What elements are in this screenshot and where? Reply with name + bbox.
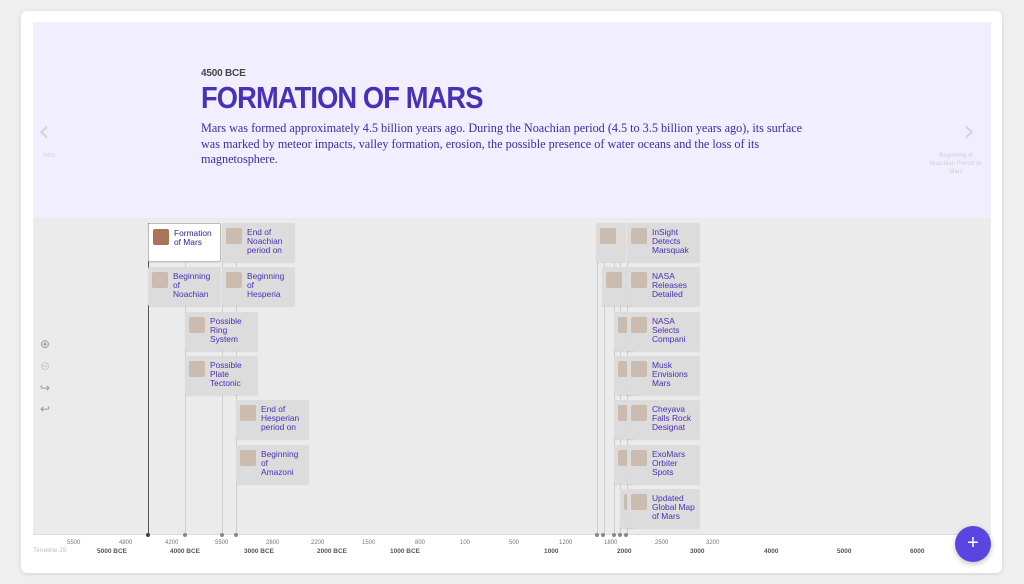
marker-label: InSight Detects Marsquak (652, 227, 689, 255)
mars-thumbnail (631, 405, 647, 421)
add-button[interactable]: + (955, 526, 991, 562)
marker-label: NASA Releases Detailed (652, 271, 687, 299)
marker-nasa-releases[interactable]: NASA Releases Detailed (627, 267, 700, 306)
marker-label: Cheyava Falls Rock Designat (652, 404, 692, 432)
marker-label: Beginning of Noachian (173, 271, 211, 299)
slide-body: Mars was formed approximately 4.5 billio… (201, 121, 803, 166)
tick-minor: 1800 (604, 540, 618, 546)
marker-end-of-hesperian[interactable]: End of Hesperian period on (236, 400, 309, 439)
back-icon[interactable]: ↩ (40, 402, 51, 416)
tick-major: 5000 (837, 548, 852, 555)
tick-minor: 2800 (266, 540, 280, 546)
marker-label: Possible Ring System (210, 316, 242, 344)
mars-thumbnail (631, 494, 647, 510)
tick-major: 3000 (690, 548, 705, 555)
slide-panel (33, 22, 991, 218)
slide-title: FORMATION OF MARS (201, 80, 483, 115)
time-axis (33, 534, 991, 563)
tick-minor: 1500 (362, 540, 376, 546)
tick-minor: 4800 (119, 540, 133, 546)
marker-musk-envisions[interactable]: Musk Envisions Mars (627, 356, 700, 395)
marker-label: NASA Selects Compani (652, 316, 686, 344)
marker-label: Possible Plate Tectonic (210, 360, 242, 388)
tick-major: 6000 (910, 548, 925, 555)
mars-thumbnail (189, 361, 205, 377)
tick-minor: 800 (415, 540, 426, 546)
marker-cheyava-falls[interactable]: Cheyava Falls Rock Designat (627, 400, 700, 439)
tick-major: 3000 BCE (244, 548, 274, 555)
prev-caption[interactable]: Intro (42, 153, 55, 159)
marker-label: End of Noachian period on (247, 227, 283, 255)
marker-possible-plate-tectonics[interactable]: Possible Plate Tectonic (185, 356, 258, 395)
tick-major: 2000 BCE (317, 548, 347, 555)
mars-thumbnail (240, 405, 256, 421)
tick-major: 4000 (764, 548, 779, 555)
tick-major: 5000 BCE (97, 548, 127, 555)
marker-possible-ring-system[interactable]: Possible Ring System (185, 312, 258, 351)
timeline-nav (33, 218, 991, 534)
prev-arrow-icon[interactable]: ‹ (38, 114, 50, 149)
marker-beginning-of-amazonian[interactable]: Beginning of Amazoni (236, 445, 309, 484)
marker-label: Updated Global Map of Mars (652, 493, 695, 521)
tick-minor: 4200 (165, 540, 179, 546)
marker-label: Musk Envisions Mars (652, 360, 688, 388)
mars-thumbnail (152, 272, 168, 288)
marker-beginning-of-noachian[interactable]: Beginning of Noachian (148, 267, 221, 306)
tick-minor: 1200 (559, 540, 573, 546)
marker-label: ExoMars Orbiter Spots (652, 449, 686, 477)
tick-major: 1000 (544, 548, 559, 555)
tick-minor: 5500 (215, 540, 229, 546)
mars-thumbnail (226, 272, 242, 288)
zoom-in-icon[interactable]: ⊕ (40, 337, 51, 351)
mars-thumbnail (631, 361, 647, 377)
tick-minor: 3200 (706, 540, 720, 546)
marker-formation-of-mars[interactable]: Formation of Mars (148, 223, 221, 262)
marker-updated-global-map[interactable]: Updated Global Map of Mars (627, 489, 700, 528)
mars-thumbnail (226, 228, 242, 244)
next-caption[interactable]: Beginning of Noachian Period on Mars (929, 153, 983, 175)
marker-beginning-of-hesperian[interactable]: Beginning of Hesperia (222, 267, 295, 306)
mars-thumbnail (189, 317, 205, 333)
marker-label: Beginning of Hesperia (247, 271, 285, 299)
mars-thumbnail (240, 450, 256, 466)
slide-date: 4500 BCE (201, 68, 246, 79)
tick-minor: 2200 (311, 540, 325, 546)
marker-nasa-selects[interactable]: NASA Selects Compani (627, 312, 700, 351)
marker-exomars-orbiter[interactable]: ExoMars Orbiter Spots (627, 445, 700, 484)
tick-major: 4000 BCE (170, 548, 200, 555)
mars-thumbnail (631, 228, 647, 244)
watermark: Timeline JS (33, 547, 67, 554)
mars-thumbnail (153, 229, 169, 245)
mars-thumbnail (631, 272, 647, 288)
forward-icon[interactable]: ↪ (40, 381, 51, 395)
tick-minor: 2500 (655, 540, 669, 546)
tick-minor: 100 (460, 540, 471, 546)
zoom-out-icon[interactable]: ⊖ (40, 359, 51, 373)
tick-major: 1000 BCE (390, 548, 420, 555)
mars-thumbnail (631, 450, 647, 466)
mars-thumbnail (631, 317, 647, 333)
tick-minor: 500 (509, 540, 520, 546)
marker-label: End of Hesperian period on (261, 404, 300, 432)
marker-label: Beginning of Amazoni (261, 449, 299, 477)
marker-label: Formation of Mars (174, 228, 212, 247)
marker-insight-marsquake[interactable]: InSight Detects Marsquak (627, 223, 700, 262)
tick-minor: 5500 (67, 540, 81, 546)
next-arrow-icon[interactable]: › (963, 114, 975, 149)
marker-end-of-noachian[interactable]: End of Noachian period on (222, 223, 295, 262)
tick-major: 2000 (617, 548, 632, 555)
